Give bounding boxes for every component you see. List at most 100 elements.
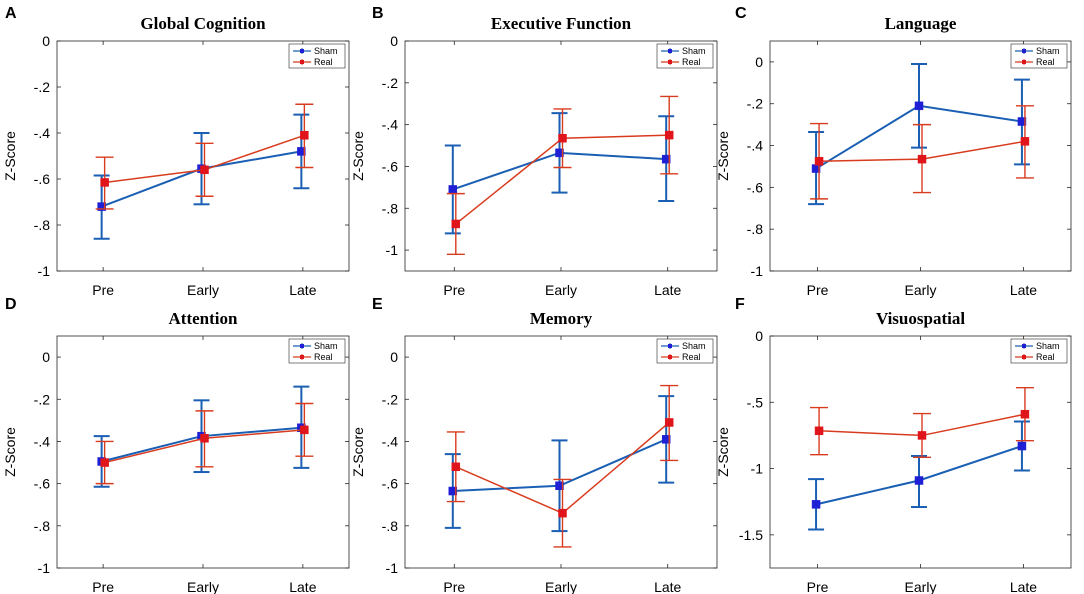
y-tick-label: -.8 (382, 518, 399, 534)
y-tick-label: -1 (386, 242, 399, 258)
legend-swatch-marker (668, 60, 672, 64)
legend-swatch-marker (300, 49, 304, 53)
series-sham (444, 112, 675, 235)
legend-item-real: Real (661, 352, 701, 362)
x-tick-label: Early (905, 579, 937, 594)
y-tick-label: 0 (42, 349, 50, 365)
data-point (448, 185, 458, 194)
legend-box (1010, 338, 1068, 364)
x-tick-label: Early (905, 282, 937, 298)
data-point (200, 165, 209, 175)
legend-swatch-marker (1022, 344, 1026, 348)
data-point (558, 133, 567, 143)
x-tick-label: Early (187, 282, 219, 298)
y-tick-label: -.2 (34, 391, 51, 407)
x-tick-label: Pre (443, 282, 465, 298)
data-point (811, 500, 821, 509)
x-tick-label: Pre (807, 579, 829, 594)
y-axis-label: Z-Score (2, 131, 18, 181)
series-real (446, 95, 679, 255)
data-point (300, 425, 309, 435)
y-axis-label: Z-Score (715, 427, 731, 477)
y-tick-label: 0 (390, 349, 398, 365)
legend-label: Real (314, 57, 333, 67)
panel-letter: E (372, 296, 383, 313)
legend-item-sham: Sham (293, 341, 338, 351)
x-tick-label: Pre (443, 579, 465, 594)
legend-item-real: Real (293, 57, 333, 67)
legend-item-sham: Sham (293, 46, 338, 56)
y-tick-label: -.4 (382, 433, 399, 449)
legend-box (1010, 43, 1068, 69)
data-point (555, 148, 564, 158)
plot-area (56, 335, 350, 569)
panel-b: B Executive Function 0 -.2 -.4 -.6 -.8 -1 Pre Ear… (350, 5, 718, 298)
chart-title: Visuospatial (876, 309, 965, 328)
data-point (555, 481, 564, 490)
chart-title: Attention (169, 309, 238, 328)
panel-a: A Global Cognition 0 -.2 -.4 -.6 -.8 -1 Pre Early… (2, 5, 350, 298)
x-tick-label: Pre (807, 282, 829, 298)
legend-box (656, 43, 714, 69)
data-point (664, 418, 674, 427)
y-tick-label: -.5 (747, 394, 764, 410)
data-point (1020, 137, 1030, 146)
legend-swatch-marker (1022, 60, 1026, 64)
x-tick-label: Pre (92, 579, 114, 594)
y-tick-label: -.2 (747, 96, 764, 112)
chart-title: Executive Function (491, 14, 632, 33)
legend-box (288, 43, 346, 69)
x-tick-label: Late (289, 579, 316, 594)
legend-label: Sham (1036, 341, 1060, 351)
panel-letter: B (372, 5, 384, 22)
legend-swatch-marker (300, 344, 304, 348)
y-tick-label: -.6 (34, 476, 51, 492)
y-tick-label: 0 (755, 54, 763, 70)
y-tick-label: -.4 (382, 117, 399, 133)
y-tick-label: -.8 (34, 518, 51, 534)
y-tick-label: -1 (386, 560, 399, 576)
legend-label: Real (682, 352, 701, 362)
data-point (661, 435, 671, 444)
panel-f: F Visuospatial 0 -.5 -1 -1.5 Pre Early Late Z-Sco… (715, 296, 1072, 594)
plot-area (769, 335, 1072, 569)
y-tick-label: -1 (38, 263, 51, 279)
y-tick-label: -1 (38, 560, 51, 576)
y-tick-label: -.4 (34, 125, 51, 141)
y-tick-label: -.8 (382, 200, 399, 216)
series-real (810, 387, 1034, 459)
data-point (100, 458, 109, 467)
legend-item-real: Real (293, 352, 333, 362)
y-tick-label: -.4 (747, 138, 764, 154)
panel-letter: D (5, 296, 17, 313)
y-tick-label: -.6 (34, 171, 51, 187)
y-tick-label: -.6 (382, 158, 399, 174)
data-point (558, 508, 567, 518)
y-tick-label: -.6 (382, 476, 399, 492)
y-tick-label: -.8 (747, 221, 764, 237)
legend-swatch-marker (668, 344, 672, 348)
panel-letter: A (5, 5, 17, 22)
x-tick-label: Early (545, 282, 577, 298)
legend-label: Real (1036, 352, 1055, 362)
data-point (100, 178, 109, 187)
legend-item-sham: Sham (1015, 341, 1060, 351)
legend-item-sham: Sham (1015, 46, 1060, 56)
legend-item-sham: Sham (661, 46, 706, 56)
series-real (95, 103, 314, 210)
legend-label: Sham (1036, 46, 1060, 56)
legend-label: Real (1036, 57, 1055, 67)
chart-title: Global Cognition (140, 14, 266, 33)
plot-area (56, 40, 350, 272)
y-axis-label: Z-Score (350, 427, 366, 477)
plot-area (404, 335, 718, 569)
y-tick-label: 0 (390, 33, 398, 49)
y-axis-label: Z-Score (350, 131, 366, 181)
y-tick-label: 0 (755, 328, 763, 344)
legend-swatch-marker (300, 355, 304, 359)
legend-label: Sham (682, 341, 706, 351)
